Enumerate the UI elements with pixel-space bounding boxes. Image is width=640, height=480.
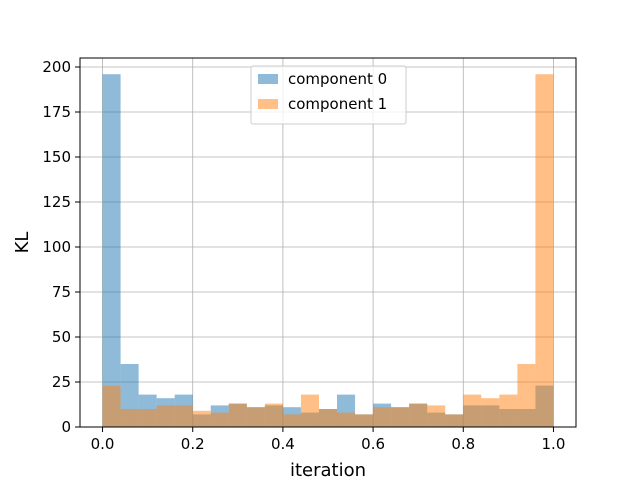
y-tick-label: 100	[42, 238, 71, 256]
plot-frame	[79, 57, 577, 428]
bar-series-1-bin-8	[246, 407, 265, 427]
bar-series-1-bin-21	[481, 398, 500, 427]
bar-series-0-bin-0	[102, 74, 121, 427]
y-axis-label: KL	[12, 232, 33, 254]
bar-series-1-bin-6	[210, 412, 229, 427]
bar-series-1-bin-22	[499, 394, 518, 427]
y-tick-label: 200	[42, 58, 71, 76]
y-tick-label: 75	[52, 283, 71, 301]
y-tick-label: 0	[61, 418, 71, 436]
bar-series-1-bin-15	[373, 407, 392, 427]
legend: component 0 component 1	[250, 65, 407, 125]
bar-series-1-bin-0	[102, 385, 121, 427]
bar-series-1-bin-17	[409, 403, 428, 427]
bar-series-1-bin-1	[120, 409, 139, 427]
legend-label-component-1: component 1	[288, 95, 387, 113]
y-tick-label: 25	[52, 373, 71, 391]
x-tick-label: 1.0	[542, 435, 566, 453]
x-tick-label: 0.6	[361, 435, 385, 453]
bars	[102, 74, 554, 427]
bar-series-1-bin-3	[156, 405, 175, 427]
bar-series-1-bin-18	[427, 405, 446, 427]
bar-series-1-bin-11	[300, 394, 319, 427]
x-tick-label: 0.8	[451, 435, 475, 453]
bar-series-1-bin-5	[192, 410, 211, 427]
bar-series-1-bin-20	[463, 394, 482, 427]
bar-series-1-bin-19	[445, 414, 464, 427]
y-tick-label: 175	[42, 103, 71, 121]
legend-label-component-0: component 0	[288, 70, 387, 88]
legend-swatch-component-1	[258, 99, 278, 109]
axis-ticks: 0.0 0.2 0.4 0.6 0.8 1.0 0 25 50 75 100 125 150 175 200	[42, 58, 565, 453]
bar-series-1-bin-16	[391, 407, 410, 427]
y-tick-label: 125	[42, 193, 71, 211]
x-tick-label: 0.2	[181, 435, 205, 453]
bar-series-1-bin-23	[517, 364, 536, 427]
x-tick-label: 0.0	[91, 435, 115, 453]
bar-series-1-bin-13	[337, 412, 356, 427]
bar-series-1-bin-12	[318, 409, 338, 427]
x-axis-label: iteration	[290, 460, 366, 480]
bar-series-1-bin-14	[355, 414, 374, 427]
bar-series-1-bin-2	[138, 409, 157, 427]
x-tick-label: 0.4	[271, 435, 295, 453]
bar-series-1-bin-4	[174, 405, 193, 427]
bar-series-1-bin-24	[535, 74, 554, 427]
legend-box	[250, 65, 407, 125]
bar-series-1-bin-10	[282, 414, 301, 427]
bar-series-1-bin-7	[228, 403, 247, 427]
bar-series-1-bin-9	[264, 403, 283, 427]
y-tick-label: 150	[42, 148, 71, 166]
y-tick-label: 50	[52, 328, 71, 346]
legend-swatch-component-0	[258, 74, 278, 84]
